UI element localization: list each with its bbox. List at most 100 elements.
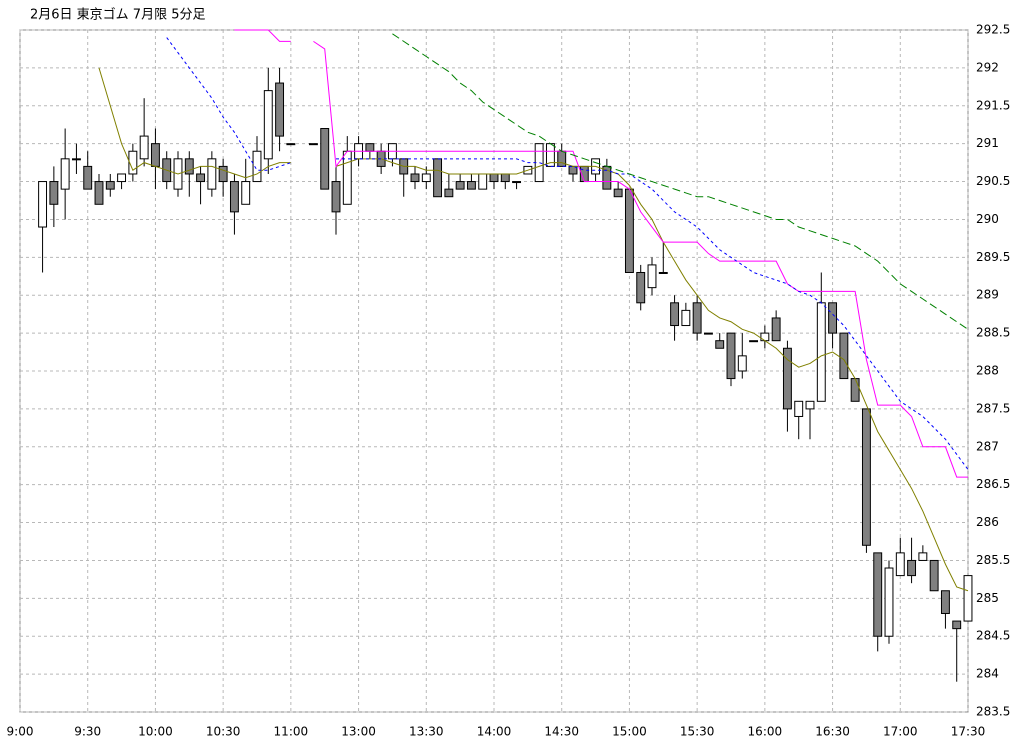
candle-body <box>207 158 217 190</box>
y-tick-label: 286 <box>976 515 999 529</box>
candle-body <box>670 302 680 327</box>
y-tick-label: 287.5 <box>976 401 1010 415</box>
y-tick-label: 289.5 <box>976 250 1010 264</box>
candle-body <box>828 302 838 334</box>
candle-body <box>782 347 792 410</box>
candle-body <box>139 135 149 160</box>
candle-body <box>365 143 375 152</box>
candle-body <box>433 158 443 198</box>
candle-body <box>918 552 928 561</box>
candle-body <box>624 188 634 273</box>
x-tick-label: 15:30 <box>680 725 715 739</box>
candle-body <box>275 82 285 137</box>
candle-body <box>715 340 725 349</box>
candle-body <box>229 181 239 213</box>
candle-body <box>94 181 104 205</box>
candle-body <box>263 90 273 160</box>
y-tick-label: 292 <box>976 60 999 74</box>
candle-body <box>196 173 206 183</box>
candle-body <box>49 181 59 205</box>
y-tick-label: 290 <box>976 212 999 226</box>
candle-body <box>760 332 770 342</box>
candle-body <box>884 567 894 637</box>
x-tick-label: 14:00 <box>477 725 512 739</box>
y-tick-label: 289 <box>976 288 999 302</box>
candle-body <box>940 590 950 614</box>
candle-body <box>38 181 48 228</box>
x-tick-label: 17:30 <box>951 725 986 739</box>
indicator-line <box>392 33 969 330</box>
candle-body <box>128 150 138 175</box>
x-tick-label: 9:30 <box>74 725 101 739</box>
x-tick-label: 17:00 <box>883 725 918 739</box>
candle-body <box>241 181 251 205</box>
x-tick-label: 13:30 <box>409 725 444 739</box>
candle-body <box>83 165 93 190</box>
x-tick-label: 9:00 <box>7 725 34 739</box>
y-tick-label: 287 <box>976 439 999 453</box>
candle-body <box>489 173 499 183</box>
candle-body <box>636 271 646 304</box>
candle-body <box>850 378 860 402</box>
x-tick-label: 11:00 <box>274 725 309 739</box>
y-tick-label: 283.5 <box>976 705 1010 719</box>
y-tick-label: 285 <box>976 591 999 605</box>
y-tick-label: 290.5 <box>976 174 1010 188</box>
candle-body <box>410 173 420 183</box>
y-tick-label: 288.5 <box>976 326 1010 340</box>
x-tick-label: 14:30 <box>544 725 579 739</box>
candle-body <box>455 181 465 190</box>
candle-body <box>726 332 736 380</box>
candle-body <box>500 173 510 183</box>
candle-body <box>929 559 939 592</box>
candle-body <box>105 181 115 190</box>
candle-body <box>771 317 781 342</box>
candle-body <box>252 150 262 183</box>
candle-body <box>749 340 759 343</box>
y-tick-label: 284.5 <box>976 629 1010 643</box>
chart-title: 2月6日 東京ゴム 7月限 5分足 <box>30 7 205 23</box>
candle-body <box>478 173 488 190</box>
candle-body <box>794 400 804 417</box>
x-tick-label: 10:00 <box>138 725 173 739</box>
candle-body <box>952 620 962 630</box>
candle-body <box>963 575 973 622</box>
candle-body <box>692 302 702 334</box>
candle-body <box>613 188 623 198</box>
y-tick-label: 285.5 <box>976 553 1010 567</box>
candle-body <box>681 309 691 327</box>
candle-body <box>839 332 849 380</box>
candle-body <box>286 143 296 146</box>
candle-body <box>647 264 657 289</box>
x-tick-label: 15:00 <box>612 725 647 739</box>
indicator-line <box>98 67 969 592</box>
y-tick-label: 291 <box>976 136 999 150</box>
y-tick-label: 292.5 <box>976 23 1010 37</box>
indicator-line <box>234 29 968 478</box>
candle-body <box>331 181 341 213</box>
y-tick-label: 288 <box>976 364 999 378</box>
candle-body <box>703 332 713 335</box>
candle-body <box>557 150 567 167</box>
candle-body <box>60 158 70 190</box>
candle-body <box>218 165 228 183</box>
candle-body <box>907 559 917 577</box>
x-tick-label: 16:00 <box>748 725 783 739</box>
candle-body <box>184 158 194 175</box>
candle-body <box>658 271 668 274</box>
candle-body <box>737 355 747 372</box>
x-tick-label: 10:30 <box>206 725 241 739</box>
candle-body <box>150 143 160 167</box>
candle-body <box>308 143 318 146</box>
candle-body <box>861 408 871 546</box>
candle-body <box>117 173 127 183</box>
candle-body <box>444 188 454 198</box>
y-tick-label: 291.5 <box>976 98 1010 112</box>
x-tick-label: 13:00 <box>341 725 376 739</box>
candle-body <box>320 128 330 190</box>
candle-body <box>873 552 883 637</box>
candle-body <box>895 552 905 577</box>
y-tick-label: 284 <box>976 667 999 681</box>
